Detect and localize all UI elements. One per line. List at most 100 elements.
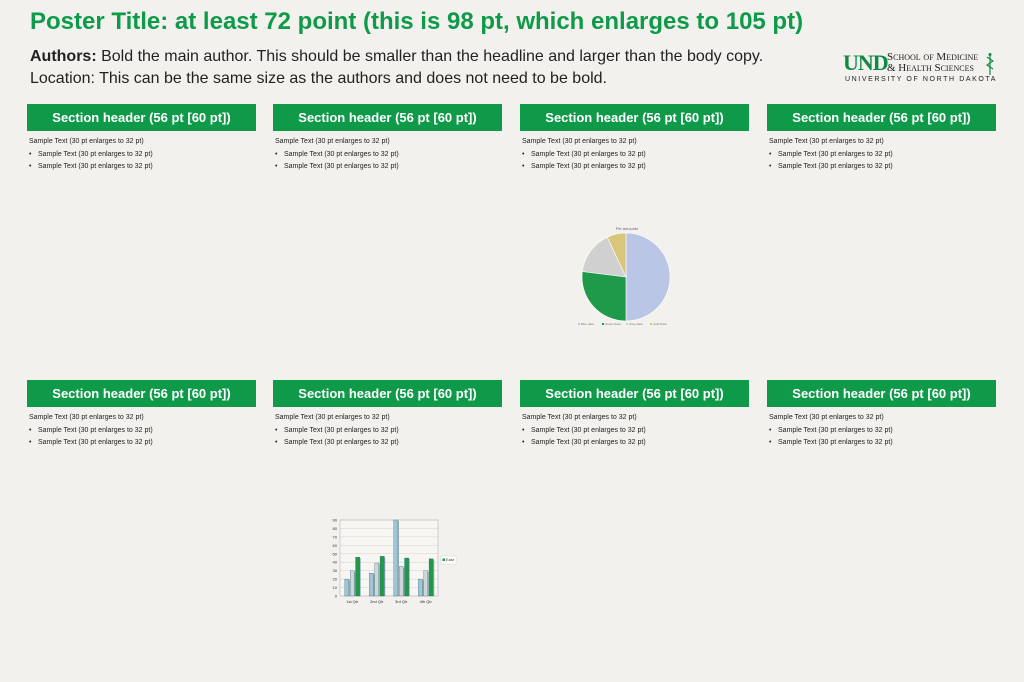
list-item: Sample Text (30 pt enlarges to 32 pt)	[29, 437, 256, 450]
bar	[399, 566, 404, 597]
section-text: Sample Text (30 pt enlarges to 32 pt)	[522, 414, 637, 421]
bar	[349, 570, 355, 597]
section-8: Section header (56 pt [60 pt]) Sample Te…	[767, 380, 996, 450]
x-tick-label: 4th Qtr	[420, 599, 433, 604]
list-item: Sample Text (30 pt enlarges to 32 pt)	[29, 425, 256, 438]
section-4: Section header (56 pt [60 pt]) Sample Te…	[767, 104, 996, 174]
bar-side	[384, 557, 386, 596]
pie-chart: Pie amounts Blue data Green Data Gray Data G…	[572, 222, 682, 332]
y-tick-label: 90	[333, 518, 338, 523]
authors-block: Authors: Bold the main author. This shou…	[30, 46, 763, 90]
school-line-1: School of Medicine	[887, 51, 979, 63]
list-item: Sample Text (30 pt enlarges to 32 pt)	[275, 161, 502, 174]
section-body: Sample Text (30 pt enlarges to 32 pt) Sa…	[27, 131, 256, 174]
x-tick-label: 3rd Qtr	[395, 599, 408, 604]
section-header: Section header (56 pt [60 pt])	[27, 380, 256, 407]
section-text: Sample Text (30 pt enlarges to 32 pt)	[769, 138, 884, 145]
section-header: Section header (56 pt [60 pt])	[520, 104, 749, 131]
pie-slice	[582, 236, 627, 278]
bar	[369, 573, 374, 597]
authors-text: Bold the main author. This should be sma…	[96, 48, 764, 65]
bar-side	[354, 571, 356, 596]
bar	[344, 578, 350, 597]
bullet-list: Sample Text (30 pt enlarges to 32 pt) Sa…	[275, 149, 502, 174]
pie-title: Pie amounts	[616, 226, 638, 231]
authors-line: Authors: Bold the main author. This shou…	[30, 46, 763, 68]
bar	[423, 570, 429, 597]
section-body: Sample Text (30 pt enlarges to 32 pt) Sa…	[767, 131, 996, 174]
section-text: Sample Text (30 pt enlarges to 32 pt)	[275, 414, 390, 421]
bar	[393, 519, 399, 597]
bullet-list: Sample Text (30 pt enlarges to 32 pt) Sa…	[29, 149, 256, 174]
authors-label: Authors:	[30, 48, 97, 65]
list-item: Sample Text (30 pt enlarges to 32 pt)	[522, 425, 749, 438]
section-body: Sample Text (30 pt enlarges to 32 pt) Sa…	[27, 407, 256, 450]
legend-swatch	[578, 323, 580, 325]
bullet-list: Sample Text (30 pt enlarges to 32 pt) Sa…	[769, 149, 996, 174]
legend-label: East	[446, 557, 455, 562]
section-1: Section header (56 pt [60 pt]) Sample Te…	[27, 104, 256, 174]
section-header: Section header (56 pt [60 pt])	[273, 104, 502, 131]
section-header: Section header (56 pt [60 pt])	[767, 380, 996, 407]
section-header: Section header (56 pt [60 pt])	[27, 104, 256, 131]
pie-slice	[625, 232, 671, 322]
section-body: Sample Text (30 pt enlarges to 32 pt) Sa…	[520, 407, 749, 450]
bar-side	[433, 559, 435, 596]
legend-label: Gold Data	[653, 322, 667, 326]
list-item: Sample Text (30 pt enlarges to 32 pt)	[769, 425, 996, 438]
pie-slice	[581, 271, 627, 322]
bullet-list: Sample Text (30 pt enlarges to 32 pt) Sa…	[522, 149, 749, 174]
list-item: Sample Text (30 pt enlarges to 32 pt)	[769, 161, 996, 174]
school-line-2: & Health Sciences	[887, 62, 974, 74]
bullet-list: Sample Text (30 pt enlarges to 32 pt) Sa…	[769, 425, 996, 450]
bar	[374, 562, 380, 597]
y-tick-label: 20	[333, 577, 338, 582]
section-text: Sample Text (30 pt enlarges to 32 pt)	[522, 138, 637, 145]
section-3: Section header (56 pt [60 pt]) Sample Te…	[520, 104, 749, 174]
y-tick-label: 50	[333, 551, 338, 556]
section-text: Sample Text (30 pt enlarges to 32 pt)	[29, 414, 144, 421]
bar-chart: 0 10 20 30 40 50 60 70 80 90 1st Qtr 2nd Qtr 3rd Qtr…	[320, 516, 460, 606]
section-body: Sample Text (30 pt enlarges to 32 pt) Sa…	[520, 131, 749, 174]
section-text: Sample Text (30 pt enlarges to 32 pt)	[29, 138, 144, 145]
y-tick-label: 40	[333, 560, 338, 565]
section-text: Sample Text (30 pt enlarges to 32 pt)	[769, 414, 884, 421]
bullet-list: Sample Text (30 pt enlarges to 32 pt) Sa…	[275, 425, 502, 450]
list-item: Sample Text (30 pt enlarges to 32 pt)	[769, 149, 996, 162]
list-item: Sample Text (30 pt enlarges to 32 pt)	[275, 425, 502, 438]
y-tick-label: 30	[333, 568, 338, 573]
list-item: Sample Text (30 pt enlarges to 32 pt)	[522, 149, 749, 162]
section-text: Sample Text (30 pt enlarges to 32 pt)	[275, 138, 390, 145]
section-header: Section header (56 pt [60 pt])	[273, 380, 502, 407]
legend-swatch	[650, 323, 652, 325]
list-item: Sample Text (30 pt enlarges to 32 pt)	[29, 161, 256, 174]
bar-side	[422, 580, 424, 596]
legend-swatch	[442, 558, 445, 561]
legend-swatch	[626, 323, 628, 325]
bullet-list: Sample Text (30 pt enlarges to 32 pt) Sa…	[29, 425, 256, 450]
pie-chart-svg: Pie amounts Blue data Green Data Gray Data G…	[578, 226, 671, 326]
bar-side	[378, 564, 380, 596]
bar-side	[403, 567, 405, 596]
list-item: Sample Text (30 pt enlarges to 32 pt)	[522, 161, 749, 174]
list-item: Sample Text (30 pt enlarges to 32 pt)	[275, 437, 502, 450]
bar-side	[397, 521, 399, 596]
section-header: Section header (56 pt [60 pt])	[767, 104, 996, 131]
legend-box	[440, 555, 457, 565]
list-item: Sample Text (30 pt enlarges to 32 pt)	[522, 437, 749, 450]
caduceus-icon	[986, 53, 994, 75]
bullet-list: Sample Text (30 pt enlarges to 32 pt) Sa…	[522, 425, 749, 450]
bar	[428, 558, 434, 597]
legend-label: Blue data	[581, 322, 594, 326]
bar-chart-svg: 0 10 20 30 40 50 60 70 80 90 1st Qtr 2nd Qtr 3rd Qtr…	[333, 518, 457, 604]
list-item: Sample Text (30 pt enlarges to 32 pt)	[29, 149, 256, 162]
bar-side	[359, 558, 361, 596]
list-item: Sample Text (30 pt enlarges to 32 pt)	[275, 149, 502, 162]
university-name: UNIVERSITY OF NORTH DAKOTA	[845, 76, 998, 83]
legend-label: Green Data	[605, 322, 621, 326]
y-tick-label: 60	[333, 543, 338, 548]
legend-label: Gray Data	[629, 322, 643, 326]
bar-side	[427, 571, 429, 596]
section-7: Section header (56 pt [60 pt]) Sample Te…	[520, 380, 749, 450]
legend-swatch	[602, 323, 604, 325]
